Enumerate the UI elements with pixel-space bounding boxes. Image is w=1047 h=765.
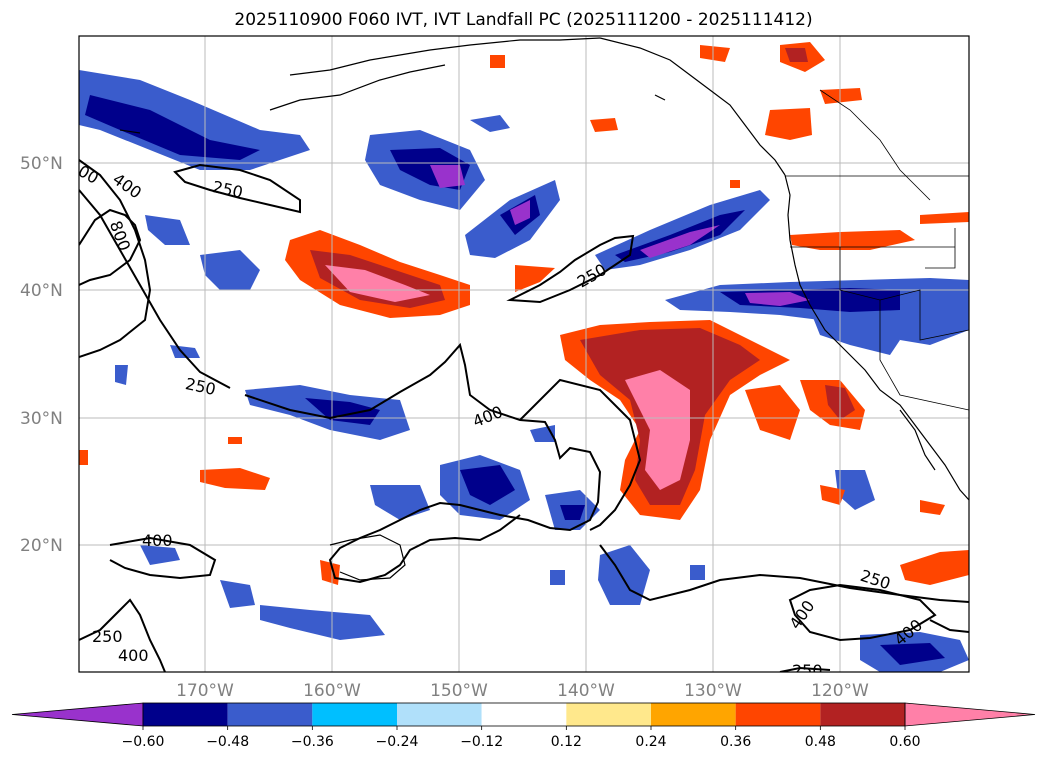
colorbar-tick-label: 0.48 (805, 734, 836, 750)
lon-label: 140°W (557, 681, 615, 701)
map-title: 2025110900 F060 IVT, IVT Landfall PC (20… (234, 10, 813, 30)
lon-label: 170°W (176, 681, 234, 701)
colorbar-tick-label: −0.24 (376, 734, 419, 750)
ivt-contours (79, 159, 969, 672)
colorbar-segment (651, 703, 736, 726)
longitude-labels: 170°W 160°W 150°W 140°W 130°W 120°W (176, 681, 869, 701)
colorbar-segment (143, 703, 228, 726)
lon-label: 120°W (811, 681, 869, 701)
contour-label: 00 (75, 161, 102, 188)
colorbar-tick-label: 0.36 (720, 734, 751, 750)
colorbar-segment (312, 703, 397, 726)
contour-label: 400 (142, 531, 173, 550)
colorbar-tick-label: 0.60 (889, 734, 920, 750)
graticule (79, 36, 969, 672)
colorbar-tick-label: 0.12 (551, 734, 582, 750)
colorbar-segment (397, 703, 482, 726)
colorbar-tick-label: −0.12 (460, 734, 503, 750)
contour-label: 250 (92, 627, 123, 646)
colorbar-extend-high (904, 702, 1036, 727)
coastlines (119, 37, 969, 581)
colorbar-outline (142, 702, 906, 727)
colorbar: −0.60 −0.48 −0.36 −0.24 −0.12 0.12 0.24 0.36 0.4… (11, 702, 1036, 750)
lon-label: 150°W (430, 681, 488, 701)
neg-region-aleutian (79, 70, 310, 170)
borders (785, 89, 969, 411)
colorbar-extend-low (11, 702, 144, 727)
colorbar-tick-label: −0.48 (206, 734, 249, 750)
colorbar-segment (566, 703, 651, 726)
positive-anomaly-regions (79, 42, 969, 585)
lon-label: 130°W (684, 681, 742, 701)
lon-label: 160°W (303, 681, 361, 701)
colorbar-segment (227, 703, 313, 726)
contour-label: 400 (118, 646, 149, 665)
map-panel: 250 400 800 00 250 250 400 400 250 400 2… (75, 36, 969, 680)
contour-label: 250 (792, 661, 823, 680)
colorbar-tick-label: 0.24 (635, 734, 666, 750)
colorbar-segment (481, 703, 567, 726)
colorbar-segment (820, 703, 905, 726)
colorbar-tick-label: −0.36 (291, 734, 334, 750)
lat-label: 40°N (20, 281, 63, 301)
colorbar-segment (735, 703, 821, 726)
lat-label: 50°N (20, 154, 63, 174)
map-frame (78, 35, 970, 673)
latitude-labels: 50°N 40°N 30°N 20°N (20, 154, 63, 556)
lat-label: 30°N (20, 409, 63, 429)
lat-label: 20°N (20, 536, 63, 556)
colorbar-tick-label: −0.60 (122, 734, 165, 750)
